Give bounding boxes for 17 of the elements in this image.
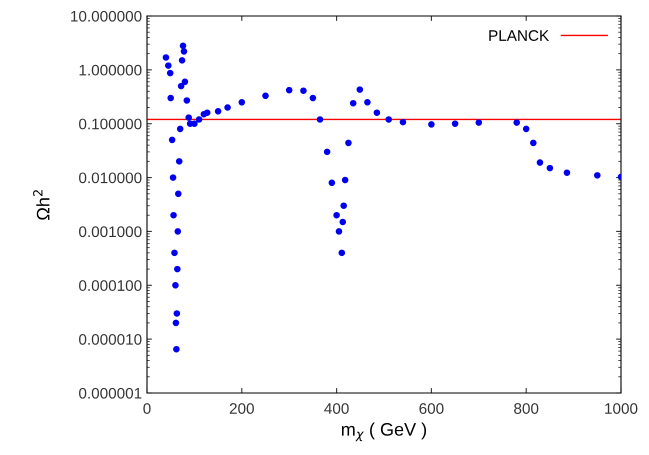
x-tick-label: 0 <box>143 403 151 414</box>
x-axis-title: m$_{χ}$ ( GeV ) <box>342 422 426 442</box>
y-tick-label: 0.000100 <box>79 280 142 291</box>
x-tick-label: 200 <box>230 403 254 414</box>
y-tick-label: 10.000000 <box>71 10 142 22</box>
x-tick-label: 1000 <box>605 403 638 414</box>
y-tick-label: 0.000010 <box>79 334 142 345</box>
x-tick-label: 400 <box>324 403 349 414</box>
y-tick-label: 0.000001 <box>79 388 142 399</box>
y-tick-label: 1.000000 <box>80 64 142 76</box>
y-axis-title: Ωh$^{2}$ <box>33 190 50 220</box>
y-tick-label: 0.010000 <box>79 172 142 184</box>
x-tick-label: 800 <box>514 403 538 414</box>
x-tick-label: 600 <box>419 403 444 414</box>
y-tick-label: 0.001000 <box>79 226 142 238</box>
legend-label: PLANCK <box>489 30 550 41</box>
y-tick-label: 0.100000 <box>79 118 142 130</box>
